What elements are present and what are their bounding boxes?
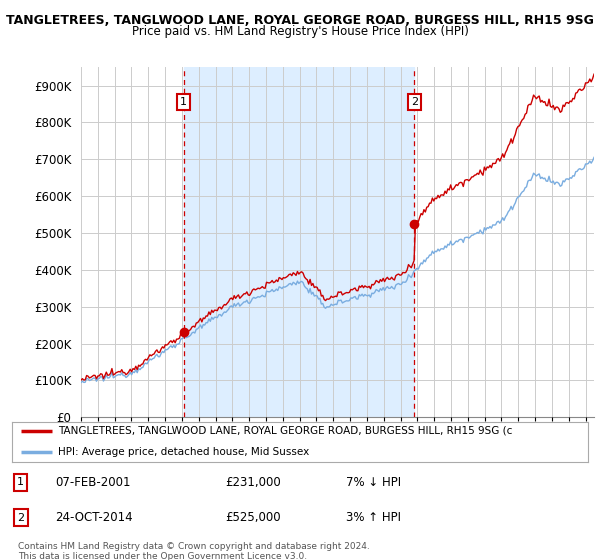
Text: HPI: Average price, detached house, Mid Sussex: HPI: Average price, detached house, Mid …: [58, 447, 310, 457]
Text: 1: 1: [17, 478, 24, 487]
Text: 2: 2: [411, 97, 418, 107]
Text: Contains HM Land Registry data © Crown copyright and database right 2024.
This d: Contains HM Land Registry data © Crown c…: [18, 542, 370, 560]
Text: TANGLETREES, TANGLWOOD LANE, ROYAL GEORGE ROAD, BURGESS HILL, RH15 9SG: TANGLETREES, TANGLWOOD LANE, ROYAL GEORG…: [6, 14, 594, 27]
Text: 1: 1: [180, 97, 187, 107]
Text: 7% ↓ HPI: 7% ↓ HPI: [346, 476, 401, 489]
Bar: [184, 67, 415, 417]
Text: 07-FEB-2001: 07-FEB-2001: [55, 476, 131, 489]
Text: 2: 2: [17, 512, 24, 522]
Text: TANGLETREES, TANGLWOOD LANE, ROYAL GEORGE ROAD, BURGESS HILL, RH15 9SG (c: TANGLETREES, TANGLWOOD LANE, ROYAL GEORG…: [58, 426, 512, 436]
Text: Price paid vs. HM Land Registry's House Price Index (HPI): Price paid vs. HM Land Registry's House …: [131, 25, 469, 38]
Text: 24-OCT-2014: 24-OCT-2014: [55, 511, 133, 524]
Text: £231,000: £231,000: [225, 476, 281, 489]
Text: 3% ↑ HPI: 3% ↑ HPI: [346, 511, 401, 524]
Text: £525,000: £525,000: [225, 511, 281, 524]
